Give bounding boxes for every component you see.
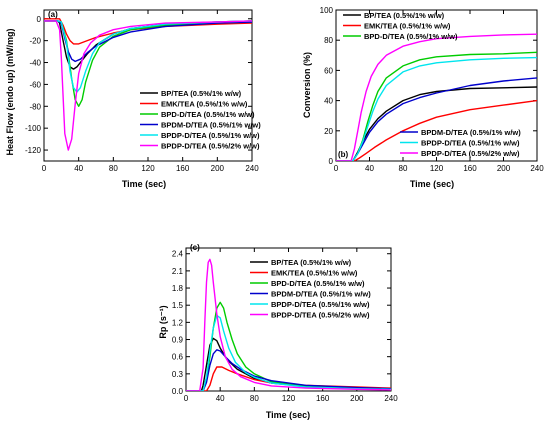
panel-a: 0 40 80 120 160 200 240 0 -20 -40 -60 -80 -100 -120 BP… [5,9,261,189]
y-tick-label: 40 [324,97,333,106]
series-line-4 [336,56,537,161]
panel-b-xlabel: Time (sec) [410,179,454,189]
y-tick-label: 100 [320,6,334,15]
legend-label: BPDP-D/TEA (0.5%/2% w/w) [271,311,370,320]
y-tick-label: 0.9 [172,336,184,345]
series-line-5 [336,33,537,161]
plot-b: 0 40 80 120 160 200 240 0 20 40 60 80 100 BP/TEA (0.5… [320,6,545,173]
y-tick-label: 1.5 [172,301,184,310]
y-tick-label: 0.0 [172,387,184,396]
x-tick-label: 40 [74,164,83,173]
x-tick-label: 0 [184,394,189,403]
y-tick-label: -60 [29,80,41,89]
legend-label: BPDM-D/TEA (0.5%/1% w/w) [421,128,521,137]
y-tick-label: 20 [324,127,333,136]
legend-label: BPD-D/TEA (0.5%/1% w/w) [161,110,255,119]
series-line-4 [44,20,252,93]
x-tick-label: 240 [530,164,544,173]
x-tick-label: 0 [334,164,339,173]
x-tick-label: 200 [211,164,225,173]
x-tick-label: 160 [463,164,477,173]
y-tick-label: 60 [324,66,333,75]
legend-label: BPDM-D/TEA (0.5%/1% w/w) [271,290,371,299]
legend-label: EMK/TEA (0.5%/1% w/w) [364,22,451,31]
legend-label: BPD-D/TEA (0.5%/1% w/w) [364,32,458,41]
legend-label: BPDM-D/TEA (0.5%/1% w/w) [161,121,261,130]
legend-label: EMK/TEA (0.5%/1% w/w) [271,269,358,278]
x-tick-label: 80 [109,164,118,173]
panel-a-tag: (a) [48,10,58,19]
plot-c: 0 40 80 120 160 200 240 0.0 0.3 0.6 0.9 1.2 1.5 1.8 2.… [172,247,398,403]
x-tick-label: 0 [42,164,47,173]
panel-b-tag: (b) [338,150,349,159]
x-tick-label: 160 [316,394,330,403]
legend-label: BPDP-D/TEA (0.5%/1% w/w) [161,131,260,140]
legend-label: BP/TEA (0.5%/1% w/w) [271,258,352,267]
panel-b-ylabel: Conversion (%) [302,52,312,118]
series-line-4 [186,314,391,391]
panel-a-ylabel: Heat Flow (endo up) (mW/mg) [5,29,15,156]
x-tick-label: 40 [365,164,374,173]
series-line-1 [336,99,537,161]
legend-label: BPD-D/TEA (0.5%/1% w/w) [271,279,365,288]
y-tick-label: -120 [25,146,42,155]
y-tick-label: 80 [324,36,333,45]
y-tick-label: 0 [329,157,334,166]
y-tick-label: 0.6 [172,353,184,362]
legend-label: BPDP-D/TEA (0.5%/2% w/w) [161,142,260,151]
plot-a: 0 40 80 120 160 200 240 0 -20 -40 -60 -80 -100 -120 BP… [25,9,261,173]
y-tick-label: 2.1 [172,267,184,276]
y-tick-label: -80 [29,102,41,111]
legend-label: BPDP-D/TEA (0.5%/1% w/w) [271,300,370,309]
y-tick-label: -100 [25,124,42,133]
x-tick-label: 160 [176,164,190,173]
panel-b: 0 40 80 120 160 200 240 0 20 40 60 80 100 BP/TEA (0.5… [302,6,544,189]
panel-c: 0 40 80 120 160 200 240 0.0 0.3 0.6 0.9 1.2 1.5 1.8 2.… [158,243,398,420]
legend-label: BP/TEA (0.5%/1% w/w) [161,89,242,98]
series-line-5 [186,258,391,391]
legend-label: EMK/TEA (0.5%/1% w/w) [161,100,248,109]
series-line-5 [44,20,252,151]
x-tick-label: 120 [282,394,296,403]
y-tick-label: -20 [29,37,41,46]
panel-c-tag: (c) [190,243,200,252]
legend-label: BPDP-D/TEA (0.5%/1% w/w) [421,139,520,148]
y-tick-label: 1.2 [172,318,184,327]
x-tick-label: 240 [245,164,259,173]
x-tick-label: 40 [216,394,225,403]
x-tick-label: 240 [384,394,398,403]
x-tick-label: 200 [497,164,511,173]
y-tick-label: -40 [29,59,41,68]
x-tick-label: 120 [141,164,155,173]
x-tick-label: 80 [399,164,408,173]
legend-label: BPDP-D/TEA (0.5%/2% w/w) [421,149,520,158]
panel-a-xlabel: Time (sec) [122,179,166,189]
x-tick-label: 80 [250,394,259,403]
legend-label: BP/TEA (0.5%/1% w/w) [364,11,445,20]
y-tick-label: 2.4 [172,250,184,259]
y-tick-label: 1.8 [172,284,184,293]
x-tick-label: 120 [430,164,444,173]
panel-c-ylabel: Rp (s⁻¹) [158,305,168,338]
panel-c-xlabel: Time (sec) [266,410,310,420]
y-tick-label: 0.3 [172,370,184,379]
y-tick-label: 0 [37,15,42,24]
x-tick-label: 200 [350,394,364,403]
